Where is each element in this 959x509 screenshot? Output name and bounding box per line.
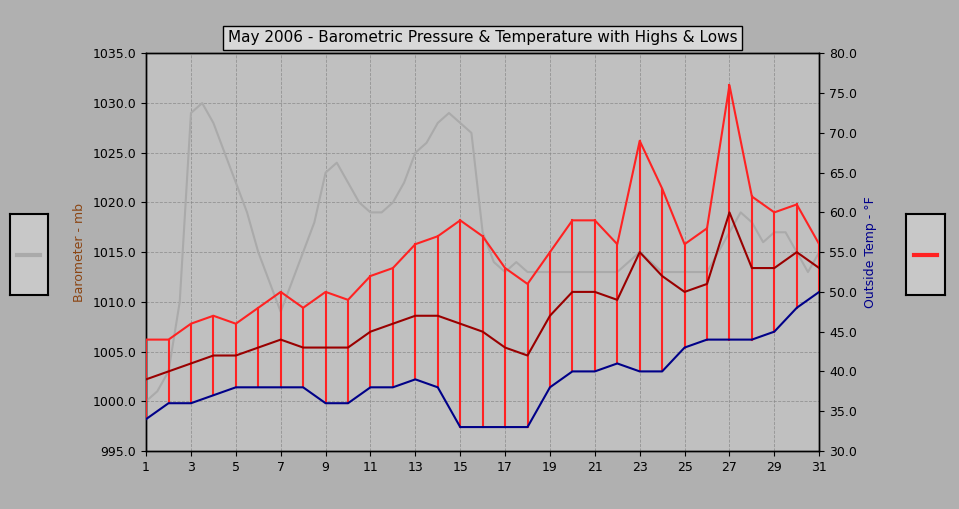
Title: May 2006 - Barometric Pressure & Temperature with Highs & Lows: May 2006 - Barometric Pressure & Tempera… <box>228 30 737 45</box>
Y-axis label: Barometer - mb: Barometer - mb <box>73 203 85 302</box>
Y-axis label: Outside Temp - °F: Outside Temp - °F <box>864 196 877 308</box>
